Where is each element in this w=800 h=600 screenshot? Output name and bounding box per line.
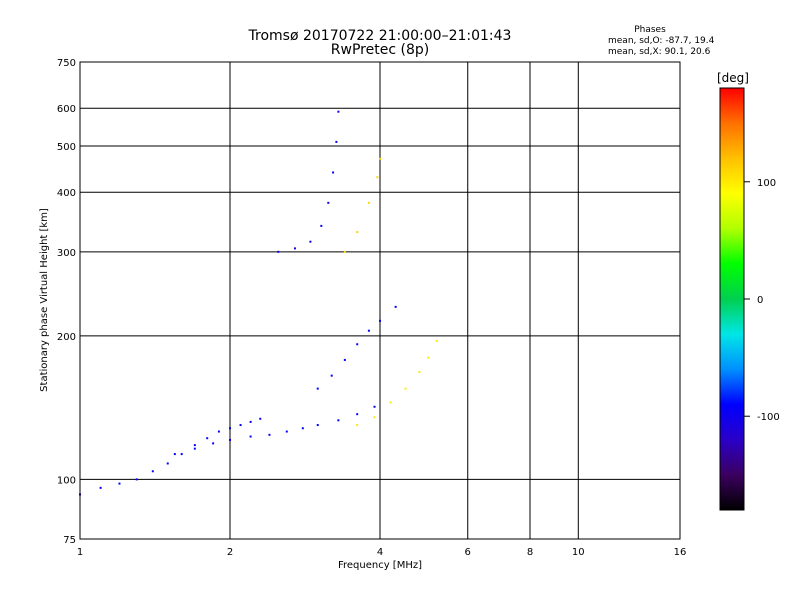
y-tick-label: 500 <box>57 142 76 153</box>
x-tick-label: 16 <box>674 547 687 558</box>
data-point <box>249 435 252 438</box>
y-tick-label: 600 <box>57 104 76 115</box>
data-point <box>332 171 335 174</box>
y-tick-label: 300 <box>57 248 76 259</box>
data-point <box>166 462 169 465</box>
colorbar-tick-label: 0 <box>757 295 763 306</box>
phases-line-o: mean, sd,O: -87.7, 19.4 <box>608 36 715 46</box>
data-point <box>99 486 102 489</box>
data-point <box>193 444 196 447</box>
data-point <box>373 405 376 408</box>
data-point <box>316 424 319 427</box>
data-point <box>327 201 330 204</box>
chart-subtitle: RwPretec (8p) <box>331 42 429 58</box>
data-point <box>343 358 346 361</box>
data-point <box>309 240 312 243</box>
colorbar <box>719 87 745 511</box>
phases-line-x: mean, sd,X: 90.1, 20.6 <box>608 47 711 57</box>
data-point <box>173 453 176 456</box>
data-point <box>337 419 340 422</box>
y-tick-label: 400 <box>57 188 76 199</box>
plot-frame <box>79 61 681 540</box>
y-tick-label: 750 <box>57 58 76 69</box>
data-point <box>135 478 138 481</box>
data-point <box>404 387 407 390</box>
data-point <box>212 442 215 445</box>
data-point <box>217 430 220 433</box>
y-tick-label: 200 <box>57 332 76 343</box>
y-tick-label: 100 <box>57 475 76 486</box>
data-point <box>249 420 252 423</box>
data-point <box>151 470 154 473</box>
x-axis-label: Frequency [MHz] <box>338 560 422 571</box>
data-point <box>367 201 370 204</box>
data-point <box>118 482 121 485</box>
x-tick-label: 6 <box>465 547 471 558</box>
data-point <box>356 231 359 234</box>
chart-title: Tromsø 20170722 21:00:00–21:01:43 <box>248 28 512 44</box>
data-point <box>330 374 333 377</box>
data-point <box>394 305 397 308</box>
x-tick-label: 2 <box>227 547 233 558</box>
data-point <box>268 433 271 436</box>
x-tick-label: 1 <box>77 547 83 558</box>
data-points <box>79 110 438 496</box>
data-point <box>193 447 196 450</box>
data-point <box>367 329 370 332</box>
colorbar-ticks: 100 0 -100 <box>744 178 780 423</box>
y-axis-ticks: 75 100 200 300 400 500 600 750 <box>57 58 76 546</box>
data-point <box>427 356 430 359</box>
colorbar-label: [deg] <box>717 71 749 85</box>
data-point <box>206 437 209 440</box>
x-tick-label: 8 <box>527 547 533 558</box>
data-point <box>239 424 242 427</box>
data-point <box>418 370 421 373</box>
x-axis-ticks: 1 2 4 6 8 10 16 <box>77 547 687 558</box>
data-point <box>229 427 231 430</box>
data-point <box>343 250 346 253</box>
data-point <box>180 453 183 456</box>
data-point <box>320 224 323 227</box>
data-point <box>373 416 376 419</box>
data-point <box>229 438 231 441</box>
data-point <box>376 176 379 179</box>
data-point <box>379 319 381 322</box>
x-tick-label: 4 <box>377 547 383 558</box>
data-point <box>435 340 438 343</box>
data-point <box>379 157 381 160</box>
data-point <box>316 387 319 390</box>
y-tick-label: 75 <box>63 535 76 546</box>
data-point <box>259 417 262 420</box>
data-point <box>335 140 338 143</box>
data-point <box>293 247 296 250</box>
y-axis-label: Stationary phase Virtual Height [km] <box>39 208 50 392</box>
data-point <box>389 401 392 404</box>
colorbar-tick-label: -100 <box>757 412 780 423</box>
data-point <box>356 424 359 427</box>
data-point <box>277 250 280 253</box>
data-point <box>356 413 359 416</box>
phases-heading: Phases <box>634 25 666 35</box>
x-tick-label: 10 <box>572 547 585 558</box>
grid-lines <box>80 62 680 539</box>
data-point <box>356 343 359 346</box>
data-point <box>337 110 340 113</box>
data-point <box>285 430 288 433</box>
data-point <box>301 427 304 430</box>
colorbar-tick-label: 100 <box>757 178 776 189</box>
